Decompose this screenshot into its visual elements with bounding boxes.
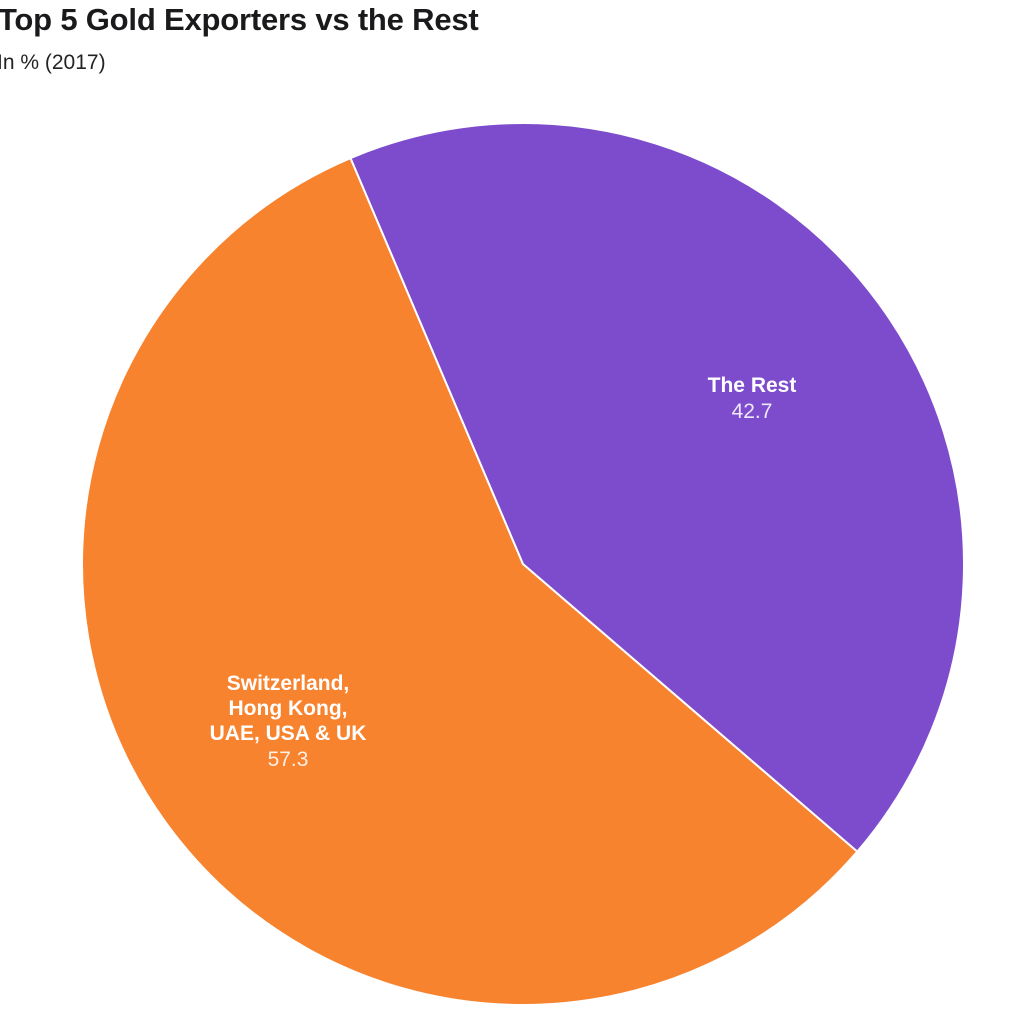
chart-title: Top 5 Gold Exporters vs the Rest bbox=[0, 2, 479, 37]
chart-subtitle: In % (2017) bbox=[0, 51, 106, 74]
pie-slice-1[interactable] bbox=[349, 122, 966, 853]
chart-header: Top 5 Gold Exporters vs the Rest In % (2… bbox=[0, 2, 1015, 75]
pie-slice-0[interactable] bbox=[81, 157, 859, 1006]
